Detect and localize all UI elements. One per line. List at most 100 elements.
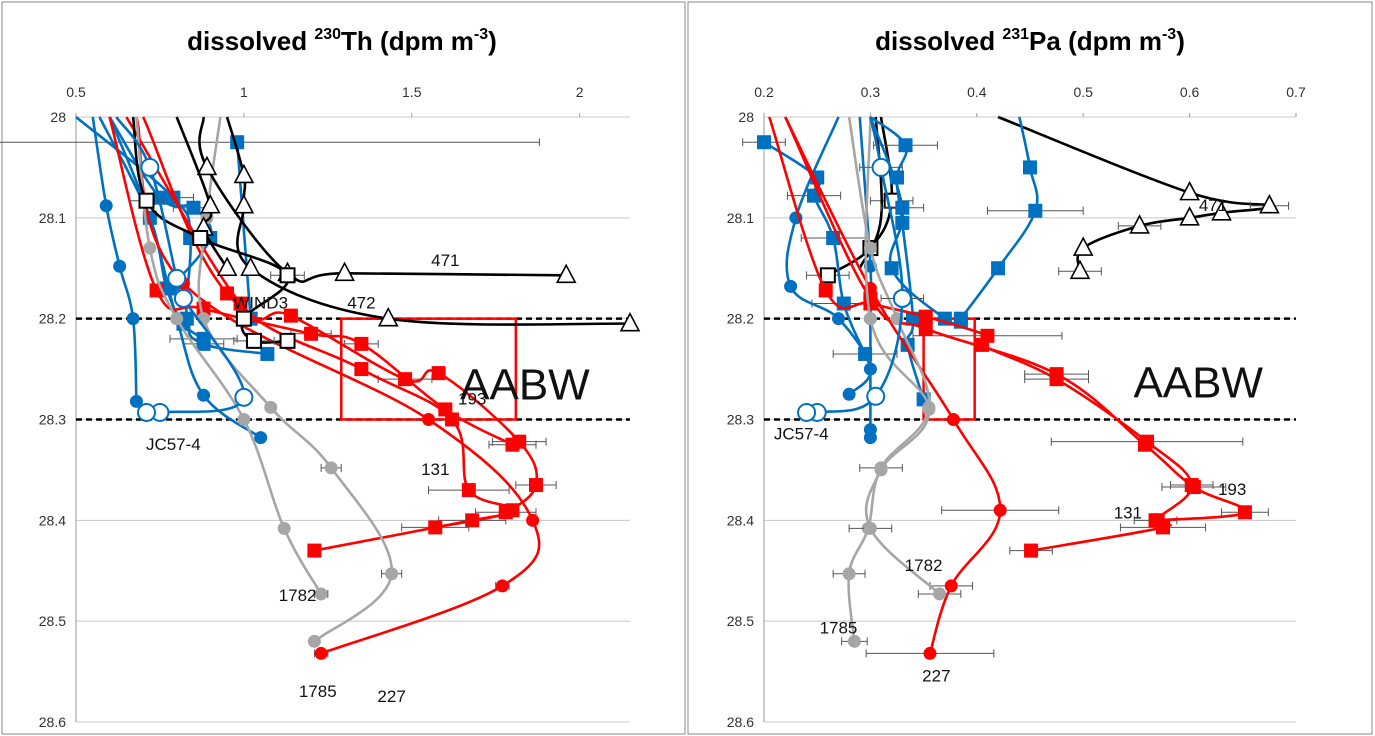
pa231-data-point — [757, 135, 771, 150]
pa231-data-point — [819, 267, 836, 284]
pa231-data-point — [847, 634, 861, 648]
pa231-ytick-label: 28.6 — [727, 714, 754, 730]
pa231-data-point — [871, 157, 891, 177]
th230-data-point — [314, 646, 328, 660]
th230-data-point — [277, 521, 291, 535]
th230-data-point — [354, 336, 369, 351]
pa231-data-point — [953, 311, 968, 326]
th230-data-point — [254, 431, 268, 445]
th230-ytick-label: 28.2 — [39, 311, 66, 327]
pa231-data-point — [993, 503, 1007, 517]
th230-data-point — [283, 308, 298, 323]
pa231-station-label: 1782 — [905, 556, 943, 575]
th230-data-point — [324, 461, 338, 475]
th230-data-point — [431, 366, 446, 381]
pa231-data-point — [818, 283, 833, 298]
pa231-xtick-label: 0.4 — [967, 84, 987, 100]
th230-ytick-label: 28.4 — [39, 512, 66, 528]
pa231-ytick-label: 28.2 — [727, 311, 754, 327]
th230-data-point — [264, 400, 278, 414]
pa231-panel: dissolved 231Pa (dpm m-3) 28 28.1 28.2 28.3… — [687, 1, 1373, 735]
pa231-data-point — [866, 386, 886, 406]
pa231-data-point — [1211, 201, 1232, 221]
th230-data-point — [495, 579, 509, 593]
th230-data-point — [619, 311, 641, 332]
th230-data-point — [173, 289, 193, 308]
pa231-data-point — [1186, 480, 1201, 495]
th230-panel-frame — [1, 1, 686, 735]
th230-data-point — [234, 387, 254, 407]
th230-series-14-line — [175, 116, 229, 269]
th230-data-point — [279, 267, 296, 284]
th230-data-point — [220, 286, 235, 301]
th230-series-9-line — [135, 116, 541, 655]
th230-data-point — [307, 543, 322, 558]
th230-data-point — [428, 520, 443, 535]
pa231-data-point — [1049, 367, 1064, 382]
pa231-data-point — [895, 200, 910, 215]
th230-data-point — [240, 256, 261, 277]
th230-ytick-label: 28.6 — [39, 714, 66, 730]
th230-chart-title: dissolved 230Th (dpm m-3) — [187, 26, 497, 56]
pa231-ytick-label: 28.4 — [727, 512, 754, 528]
th230-data-point — [279, 332, 296, 349]
pa231-station-label: 1785 — [820, 618, 858, 637]
th230-data-point — [126, 312, 140, 326]
pa231-data-point — [1150, 513, 1165, 528]
th230-data-point — [235, 310, 252, 327]
pa231-data-point — [918, 309, 933, 324]
pa231-data-point — [918, 321, 933, 336]
th230-ytick-label: 28.5 — [39, 613, 66, 629]
pa231-data-point — [1259, 194, 1280, 214]
pa231-data-point — [946, 413, 960, 426]
pa231-xtick-label: 0.2 — [754, 84, 774, 100]
th230-data-point — [233, 296, 248, 311]
pa231-data-point — [842, 387, 856, 401]
th230-data-point — [354, 362, 369, 377]
th230-data-point — [260, 346, 275, 361]
pa231-station-label: 471 — [1199, 196, 1227, 215]
pa231-data-point — [874, 463, 888, 477]
pa231-chart-title: dissolved 231Pa (dpm m-3) — [875, 26, 1185, 56]
th230-ytick-label: 28.1 — [39, 210, 66, 226]
pa231-data-point — [1069, 259, 1091, 280]
th230-ytick-label: 28 — [50, 109, 66, 125]
pa231-data-point — [863, 312, 877, 326]
pa231-station-label: 227 — [922, 667, 950, 686]
th230-data-point — [377, 306, 399, 327]
th230-data-point — [138, 192, 155, 209]
th230-data-point — [304, 326, 319, 341]
th230-data-point — [505, 503, 520, 518]
th230-data-point — [170, 312, 184, 326]
pa231-data-point — [1179, 206, 1200, 226]
pa231-data-point — [923, 646, 937, 660]
th230-data-point — [197, 388, 211, 402]
th230-data-point — [192, 230, 209, 246]
pa231-plot-area: 28 28.1 28.2 28.3 28.4 28.5 28.6 0.2 0.3 0.4 0.5 0.… — [727, 84, 1306, 730]
th230-data-point — [237, 413, 251, 426]
pa231-data-point — [863, 521, 877, 535]
th230-data-point — [528, 478, 543, 493]
pa231-data-point — [863, 431, 877, 445]
th230-station-label: JC57-4 — [146, 435, 201, 454]
pa231-data-point — [1129, 214, 1150, 234]
pa231-data-point — [863, 241, 877, 255]
pa231-data-point — [1028, 203, 1043, 218]
pa231-xtick-label: 0.3 — [861, 84, 881, 100]
th230-data-point — [140, 157, 160, 177]
th230-station-label: 1785 — [299, 682, 337, 701]
th230-data-point — [143, 241, 157, 255]
th230-station-label: 472 — [347, 294, 375, 313]
th230-xtick-label: 0.5 — [66, 84, 86, 100]
th230-data-point — [196, 331, 211, 346]
th230-data-point — [113, 259, 127, 273]
pa231-data-point — [1072, 236, 1094, 256]
th230-station-label: 131 — [421, 460, 449, 479]
pa231-xtick-label: 0.7 — [1286, 84, 1306, 100]
th230-station-label: WIND3 — [233, 294, 288, 313]
th230-data-point — [233, 194, 255, 214]
pa231-aabw-label: AABW — [1133, 358, 1263, 407]
th230-data-point — [196, 155, 218, 176]
th230-data-point — [555, 263, 577, 284]
pa231-data-point — [944, 579, 958, 593]
